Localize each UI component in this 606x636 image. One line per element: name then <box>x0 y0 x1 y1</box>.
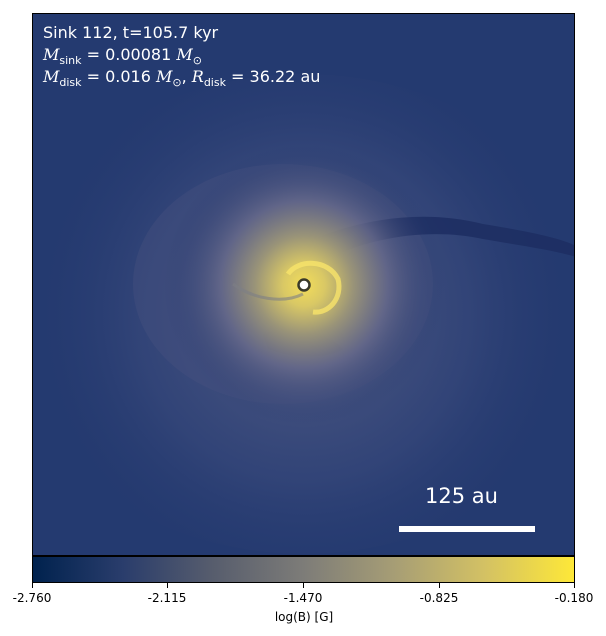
spiral-arm <box>285 260 342 315</box>
magnetic-field-map: Sink 112, t=105.7 kyr Msink = 0.00081 M⊙… <box>32 13 575 556</box>
sink-marker <box>297 278 311 292</box>
colorbar-label: log(B) [G] <box>274 610 334 624</box>
colorbar <box>32 556 575 583</box>
field-image <box>33 14 574 555</box>
colorbar-tick <box>32 583 33 588</box>
scale-bar <box>399 526 535 532</box>
colorbar-tick-label: -1.470 <box>283 591 323 605</box>
scale-bar-label: 125 au <box>425 484 498 508</box>
colorbar-tick <box>303 583 304 588</box>
colorbar-tick <box>167 583 168 588</box>
inner-filament <box>232 282 304 301</box>
sink-title: Sink 112, t=105.7 kyr <box>43 23 219 42</box>
sink-mass-label: Msink = 0.00081 M⊙ <box>43 45 202 68</box>
colorbar-tick-label: -2.115 <box>147 591 187 605</box>
disk-properties-label: Mdisk = 0.016 M⊙, Rdisk = 36.22 au <box>43 67 321 90</box>
colorbar-tick <box>439 583 440 588</box>
colorbar-tick <box>574 583 575 588</box>
colorbar-tick-label: -0.825 <box>419 591 459 605</box>
colorbar-tick-label: -2.760 <box>12 591 52 605</box>
colorbar-tick-label: -0.180 <box>554 591 594 605</box>
